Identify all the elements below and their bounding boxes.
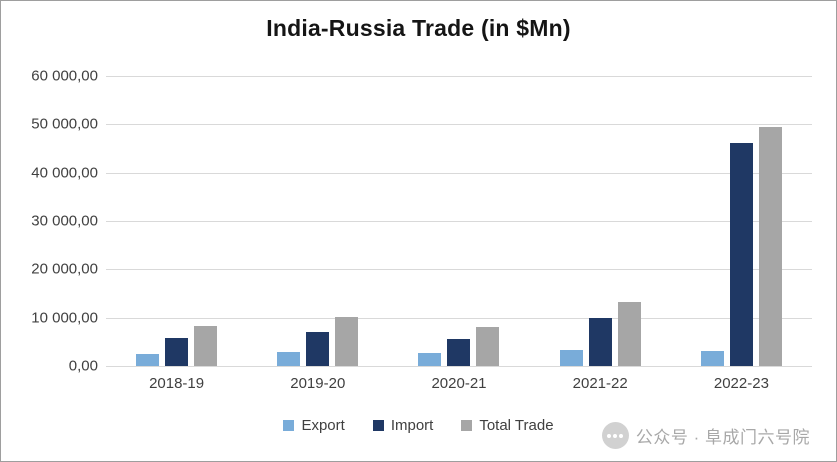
plot-area xyxy=(106,76,812,367)
gridline xyxy=(106,172,812,174)
legend-swatch-export xyxy=(283,420,295,431)
gridline xyxy=(106,366,812,367)
watermark: 公众号 · 阜成门六号院 xyxy=(601,422,810,449)
bar-total-trade-2018-19 xyxy=(194,326,218,366)
y-tick-label: 50 000,00 xyxy=(31,115,98,133)
legend-item-export: Export xyxy=(283,417,345,434)
legend-swatch-total-trade xyxy=(461,420,473,431)
legend-label-export: Export xyxy=(301,417,345,434)
bar-export-2018-19 xyxy=(136,354,160,366)
gridline xyxy=(106,124,812,126)
legend-label-import: Import xyxy=(390,417,434,434)
x-tick-label: 2021-22 xyxy=(572,375,628,392)
legend-label-total-trade: Total Trade xyxy=(479,417,554,434)
bar-total-trade-2019-20 xyxy=(335,317,359,366)
x-tick-label: 2019-20 xyxy=(290,375,346,392)
wechat-icon xyxy=(601,422,629,449)
gridline xyxy=(106,221,812,222)
y-tick-label: 0,00 xyxy=(68,357,98,375)
x-tick-label: 2018-19 xyxy=(149,375,205,392)
watermark-text: 公众号 · 阜成门六号院 xyxy=(635,428,810,447)
x-axis-labels: 2018-19 2019-20 2020-21 2021-22 2022-23 xyxy=(106,375,812,397)
gridline xyxy=(106,76,812,77)
bar-group-2022-23 xyxy=(671,76,812,366)
legend: Export Import Total Trade xyxy=(1,417,836,434)
y-tick-label: 30 000,00 xyxy=(31,212,98,230)
bar-import-2021-22 xyxy=(588,318,612,366)
gridline xyxy=(106,269,812,271)
bar-import-2019-20 xyxy=(306,332,330,366)
chart-title: India-Russia Trade (in $Mn) xyxy=(266,15,571,41)
bar-export-2022-23 xyxy=(700,350,724,366)
bar-import-2022-23 xyxy=(729,142,753,366)
bar-total-trade-2020-21 xyxy=(476,326,500,366)
y-tick-label: 60 000,00 xyxy=(31,67,98,85)
x-tick-label: 2020-21 xyxy=(431,375,487,392)
bar-export-2021-22 xyxy=(559,350,583,366)
legend-swatch-import xyxy=(372,420,384,431)
y-tick-label: 10 000,00 xyxy=(31,309,98,327)
legend-item-import: Import xyxy=(372,417,434,434)
bar-total-trade-2022-23 xyxy=(758,127,782,366)
bar-export-2019-20 xyxy=(277,351,301,366)
y-tick-label: 40 000,00 xyxy=(31,164,98,182)
bar-group-2021-22 xyxy=(530,76,671,366)
bar-total-trade-2021-22 xyxy=(617,302,641,366)
gridline xyxy=(106,317,812,319)
y-axis-labels: 60 000,00 50 000,00 40 000,00 30 000,00 20 0… xyxy=(1,68,98,375)
bar-group-2020-21 xyxy=(388,76,529,366)
bar-group-2018-19 xyxy=(106,76,247,366)
bar-export-2020-21 xyxy=(418,353,442,366)
y-tick-label: 20 000,00 xyxy=(31,260,98,278)
bar-group-2019-20 xyxy=(247,76,388,366)
legend-item-total-trade: Total Trade xyxy=(461,417,554,434)
bar-import-2020-21 xyxy=(447,339,471,366)
x-tick-label: 2022-23 xyxy=(713,375,769,392)
bar-import-2018-19 xyxy=(165,338,189,366)
